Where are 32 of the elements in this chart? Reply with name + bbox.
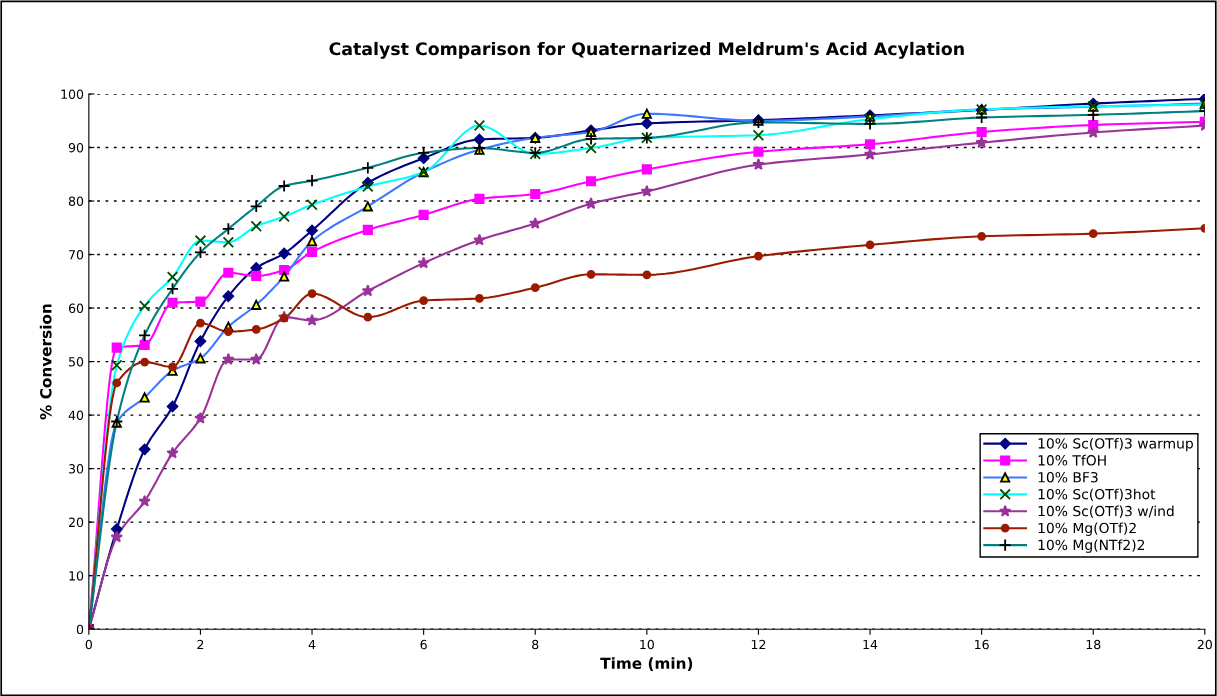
y-tick-label: 80 bbox=[68, 196, 84, 206]
y-tick-label: 60 bbox=[68, 303, 84, 313]
y-tick-label: 100 bbox=[61, 89, 84, 99]
y-tick-label: 40 bbox=[68, 410, 84, 421]
y-tick-label: 70 bbox=[69, 250, 84, 260]
x-tick-label: 2 bbox=[197, 639, 204, 650]
chart-title: Catalyst Comparison for Quaternarized Meldrum's Acid Acylation bbox=[329, 41, 964, 59]
y-axis-title: % Conversion bbox=[39, 304, 52, 420]
x-tick-label: 20 bbox=[1197, 639, 1212, 650]
y-tick-label: 20 bbox=[68, 517, 84, 528]
legend-label: 10% Sc(OTf)3hot bbox=[1038, 488, 1156, 502]
legend-label: 10% Mg(OTf)2 bbox=[1038, 522, 1136, 536]
legend-label: 10% Sc(OTf)3 w/ind bbox=[1038, 505, 1174, 518]
y-tick-label: 30 bbox=[69, 464, 84, 474]
x-tick-label: 4 bbox=[308, 639, 316, 650]
y-tick-label: 0 bbox=[76, 624, 84, 635]
x-tick-label: 14 bbox=[863, 639, 878, 650]
x-tick-label: 10 bbox=[640, 639, 654, 650]
y-tick-label: 50 bbox=[69, 357, 84, 367]
y-tick-label: 10 bbox=[69, 571, 84, 581]
x-tick-label: 18 bbox=[1086, 639, 1101, 650]
x-tick-label: 0 bbox=[85, 639, 92, 650]
x-tick-label: 6 bbox=[420, 639, 427, 650]
x-axis-title: Time (min) bbox=[600, 657, 693, 671]
y-tick-label: 90 bbox=[68, 142, 84, 153]
legend-label: 10% BF3 bbox=[1038, 471, 1098, 483]
x-tick-label: 8 bbox=[532, 639, 539, 650]
legend-label: 10% TfOH bbox=[1038, 454, 1106, 466]
legend-label: 10% Sc(OTf)3 warmup bbox=[1038, 437, 1193, 452]
legend-label: 10% Mg(NTf2)2 bbox=[1038, 539, 1145, 553]
x-tick-label: 12 bbox=[751, 639, 766, 650]
x-tick-label: 16 bbox=[975, 639, 989, 650]
